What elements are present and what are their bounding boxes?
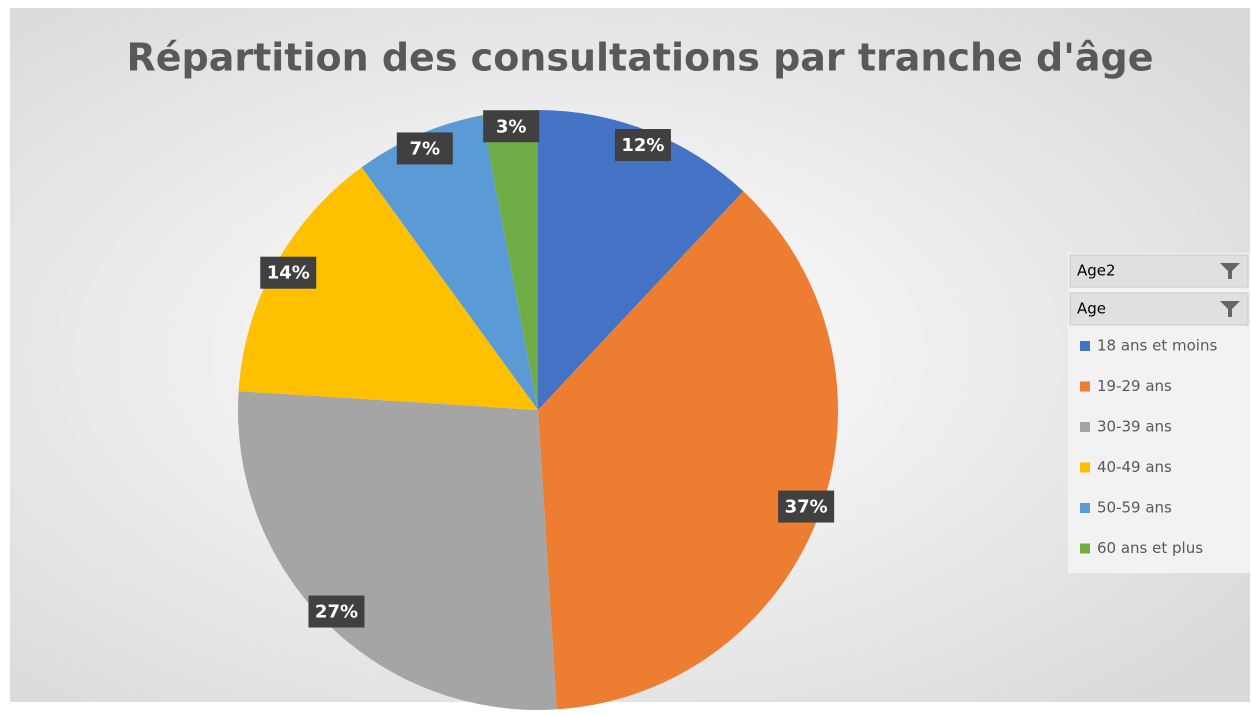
pie-slice bbox=[538, 110, 744, 410]
legend-label: 40-49 ans bbox=[1097, 458, 1172, 476]
data-label-box bbox=[396, 132, 453, 165]
data-label: 37% bbox=[785, 497, 828, 518]
legend-swatch bbox=[1080, 503, 1090, 513]
filter-icon bbox=[1220, 263, 1240, 279]
pie-slice bbox=[538, 191, 838, 710]
pie-slice bbox=[361, 115, 538, 410]
data-label-box bbox=[778, 490, 835, 523]
filter-button-label: Age bbox=[1077, 300, 1106, 318]
filter-button[interactable] bbox=[1069, 254, 1249, 288]
pie-slice bbox=[238, 167, 538, 410]
data-label: 12% bbox=[621, 135, 664, 156]
legend-label: 18 ans et moins bbox=[1097, 337, 1217, 355]
data-label-box bbox=[308, 595, 365, 628]
filter-icon bbox=[1220, 301, 1240, 317]
data-label: 27% bbox=[315, 602, 358, 623]
legend-label: 60 ans et plus bbox=[1097, 539, 1203, 557]
legend-label: 30-39 ans bbox=[1097, 418, 1172, 436]
legend-swatch bbox=[1080, 341, 1090, 351]
filter-button-label: Age2 bbox=[1077, 262, 1116, 280]
data-label-box bbox=[614, 129, 671, 162]
data-label-box bbox=[483, 110, 540, 143]
legend-swatch bbox=[1080, 381, 1090, 392]
data-label: 3% bbox=[496, 116, 527, 137]
legend-label: 50-59 ans bbox=[1097, 499, 1172, 517]
legend-swatch bbox=[1080, 422, 1090, 432]
chart-title: Répartition des consultations par tranch… bbox=[126, 36, 1153, 80]
data-label: 7% bbox=[410, 138, 441, 159]
data-label: 14% bbox=[267, 263, 310, 284]
pie-slice bbox=[481, 110, 538, 410]
data-label-box bbox=[260, 256, 317, 289]
legend-swatch bbox=[1080, 462, 1090, 473]
legend-label: 19-29 ans bbox=[1097, 377, 1172, 395]
pie-slice bbox=[238, 391, 557, 710]
legend-swatch bbox=[1080, 543, 1090, 554]
filter-button[interactable] bbox=[1069, 292, 1249, 326]
